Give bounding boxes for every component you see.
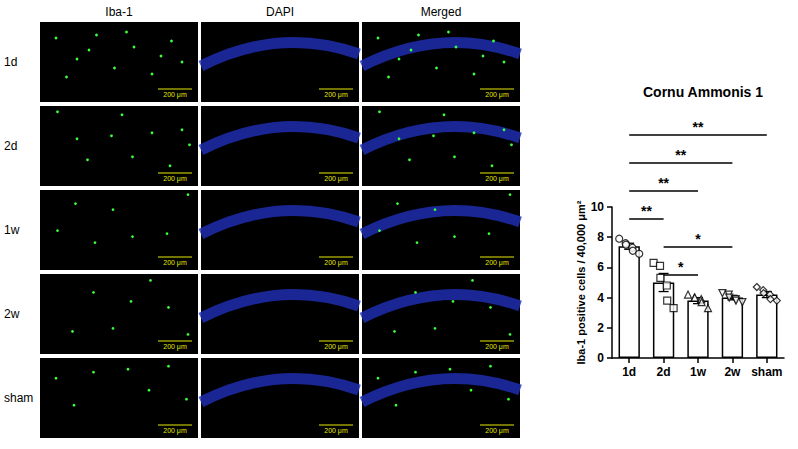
svg-text:200 μm: 200 μm xyxy=(485,175,509,183)
svg-text:200 μm: 200 μm xyxy=(324,427,348,435)
svg-text:Merged: Merged xyxy=(421,5,462,19)
svg-text:Iba-1 positive cells / 40,000: Iba-1 positive cells / 40,000 μm² xyxy=(575,200,587,364)
svg-text:*: * xyxy=(695,231,701,247)
svg-text:Iba-1: Iba-1 xyxy=(105,5,133,19)
svg-text:200 μm: 200 μm xyxy=(485,343,509,351)
svg-text:200 μm: 200 μm xyxy=(324,343,348,351)
svg-text:1d: 1d xyxy=(4,55,17,69)
svg-text:200 μm: 200 μm xyxy=(163,427,187,435)
svg-text:200 μm: 200 μm xyxy=(163,343,187,351)
svg-text:200 μm: 200 μm xyxy=(324,175,348,183)
svg-text:2d: 2d xyxy=(657,365,671,379)
svg-text:200 μm: 200 μm xyxy=(163,259,187,267)
svg-text:2w: 2w xyxy=(724,365,741,379)
svg-text:2w: 2w xyxy=(4,307,20,321)
svg-text:1w: 1w xyxy=(690,365,707,379)
svg-text:Cornu Ammonis 1: Cornu Ammonis 1 xyxy=(643,84,763,100)
svg-text:sham: sham xyxy=(4,391,33,405)
svg-text:4: 4 xyxy=(597,291,604,305)
svg-text:0: 0 xyxy=(597,351,604,365)
svg-text:200 μm: 200 μm xyxy=(485,427,509,435)
svg-text:**: ** xyxy=(641,203,652,219)
svg-text:sham: sham xyxy=(751,365,782,379)
svg-text:200 μm: 200 μm xyxy=(324,259,348,267)
svg-text:8: 8 xyxy=(597,230,604,244)
svg-text:1d: 1d xyxy=(622,365,636,379)
svg-text:200 μm: 200 μm xyxy=(163,175,187,183)
svg-text:2: 2 xyxy=(597,321,604,335)
svg-text:200 μm: 200 μm xyxy=(485,91,509,99)
svg-text:**: ** xyxy=(658,175,669,191)
svg-text:200 μm: 200 μm xyxy=(485,259,509,267)
svg-text:1w: 1w xyxy=(4,223,20,237)
svg-text:10: 10 xyxy=(591,200,605,214)
svg-text:200 μm: 200 μm xyxy=(163,91,187,99)
svg-text:*: * xyxy=(678,259,684,275)
svg-text:6: 6 xyxy=(597,260,604,274)
svg-text:**: ** xyxy=(693,119,704,135)
svg-text:200 μm: 200 μm xyxy=(324,91,348,99)
svg-text:DAPI: DAPI xyxy=(266,5,294,19)
svg-text:2d: 2d xyxy=(4,139,17,153)
svg-text:**: ** xyxy=(675,147,686,163)
